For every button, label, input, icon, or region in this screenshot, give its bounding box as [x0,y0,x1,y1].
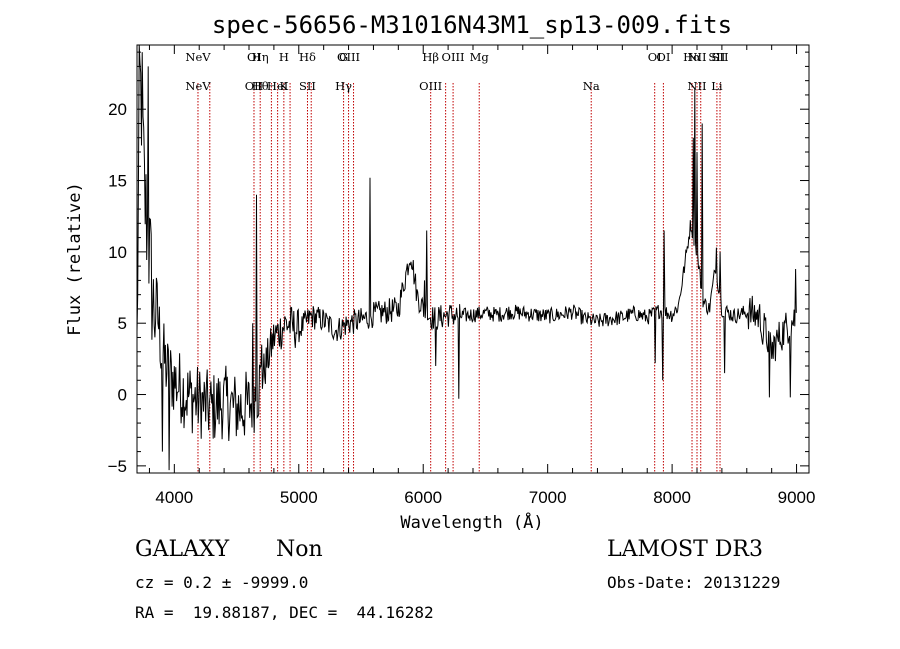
y-tick-label: 0 [118,386,127,405]
line-marker-label: NeV [185,79,211,93]
line-marker-label: OIII [337,50,360,64]
x-tick-label: 8000 [653,488,691,507]
line-marker-label: OI [656,50,670,64]
line-marker-label: OII [245,79,264,93]
line-marker-label: Hβ [422,50,439,64]
x-axis-label: Wavelength (Å) [400,511,543,533]
y-tick-label: 5 [118,314,127,333]
line-marker-label: OI [648,50,662,64]
y-tick-label: 20 [108,100,127,119]
line-marker-label: Hγ [335,79,352,93]
y-tick-label: 15 [108,172,127,191]
x-tick-label: 4000 [155,488,193,507]
line-marker-label: Hδ [299,50,316,64]
line-marker-label: Mg [470,50,490,64]
line-marker-label: OI [247,50,261,64]
line-marker-label: Na [583,79,600,93]
sky-coordinates: RA = 19.88187, DEC = 44.16282 [135,603,434,622]
chart-title: spec-56656-M31016N43M1_sp13-009.fits [212,11,732,39]
x-tick-label: 7000 [529,488,567,507]
observation-date: Obs-Date: 20131229 [607,573,781,592]
y-axis-label: Flux (relative) [65,182,85,336]
line-marker-label: SII [299,79,316,93]
x-tick-label: 9000 [778,488,816,507]
survey-name: LAMOST DR3 [607,537,763,562]
redshift-cz: cz = 0.2 ± -9999.0 [135,573,309,592]
line-marker-label: NeV [185,50,211,64]
y-axis-ticks: −5 0 5 10 15 20 [108,51,809,476]
line-marker-label: Hα [683,50,701,64]
line-marker-label: Hη [252,50,269,64]
object-subclass: Non [276,537,323,562]
spectrum-series-line [136,44,797,471]
line-marker-label: OIII [419,79,442,93]
y-tick-label: 10 [108,243,127,262]
line-marker-label: G [339,50,348,64]
line-marker-label: NII [687,79,706,93]
line-marker-label: OIII [442,50,465,64]
emission-line-markers [197,83,721,473]
line-marker-label: NII [687,50,706,64]
x-tick-label: 6000 [404,488,442,507]
line-marker-label: SII [712,50,729,64]
x-axis-ticks: 4000 5000 6000 7000 8000 9000 [148,45,816,507]
object-class: GALAXY [135,537,230,562]
y-tick-label: −5 [108,457,127,476]
line-marker-label: HeI [267,79,288,93]
line-marker-label: H [279,50,289,64]
x-tick-label: 5000 [280,488,318,507]
line-marker-label: Li [711,79,723,93]
line-marker-label: Hθ [252,79,269,93]
line-marker-label: SII [708,50,725,64]
line-marker-label: K [280,79,289,93]
